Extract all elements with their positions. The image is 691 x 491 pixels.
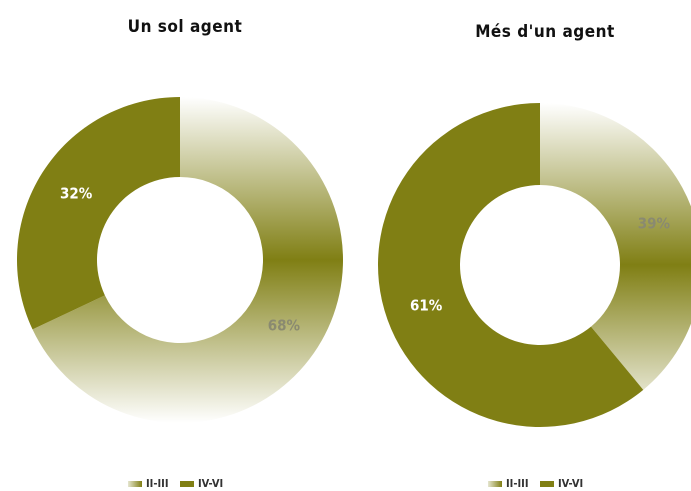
donut-slice <box>378 103 644 427</box>
data-label: 32% <box>60 185 93 203</box>
data-label: 68% <box>268 316 301 334</box>
chart-title: Més d'un agent <box>475 22 615 42</box>
legend-label: IV-VI <box>198 477 223 490</box>
donut-slice <box>540 103 691 390</box>
legend-swatch <box>540 481 554 487</box>
legend-label: II-III <box>506 477 529 490</box>
donut-slice <box>16 97 180 330</box>
legend-item: IV-VI <box>540 477 583 490</box>
legend-label: II-III <box>146 477 169 490</box>
chart-title: Un sol agent <box>128 17 243 37</box>
legend-item: IV-VI <box>180 477 223 490</box>
legend-swatch <box>488 481 502 487</box>
legend-swatch <box>128 481 142 487</box>
donut-slice <box>32 97 343 423</box>
data-label: 39% <box>638 215 671 233</box>
legend-item: II-III <box>128 477 169 490</box>
legend-swatch <box>180 481 194 487</box>
legend-item: II-III <box>488 477 529 490</box>
legend-label: IV-VI <box>558 477 583 490</box>
data-label: 61% <box>410 296 443 314</box>
